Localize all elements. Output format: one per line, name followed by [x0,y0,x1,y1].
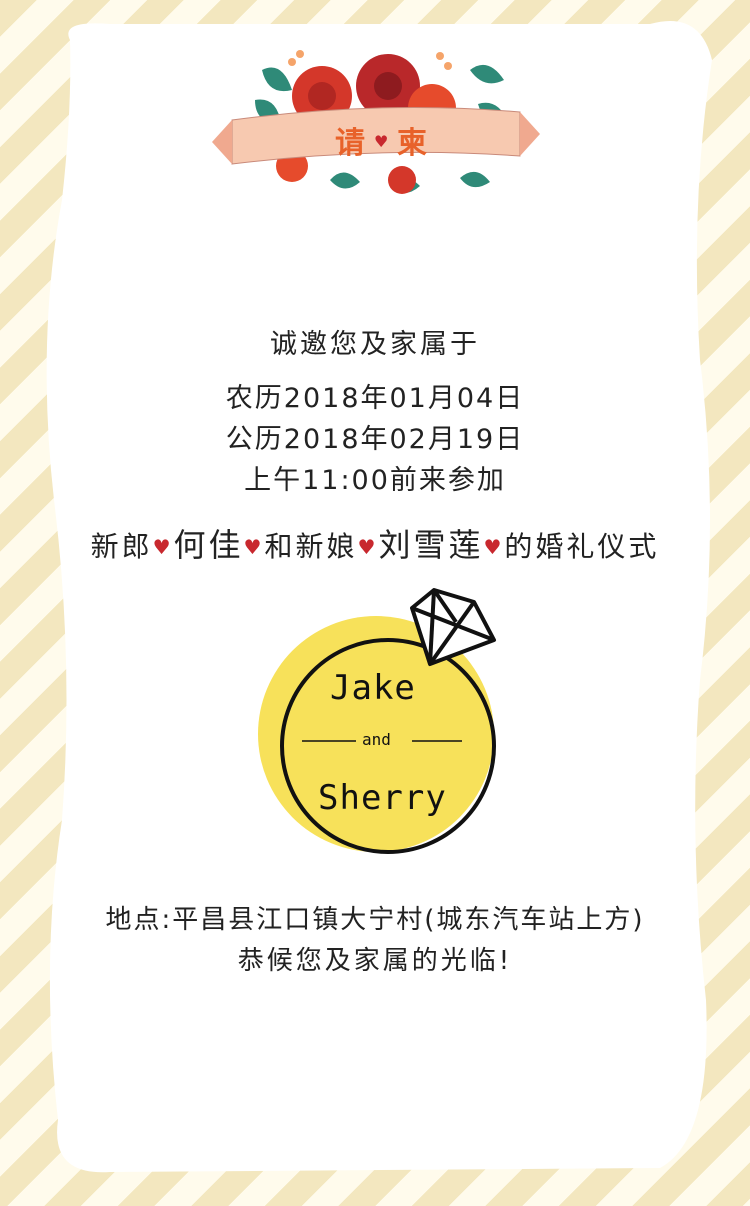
welcome-message: 恭候您及家属的光临! [237,946,513,976]
location-address: 地点:平昌县江口镇大宁村(城东汽车站上方) [105,905,645,935]
ring-and: and [362,730,391,749]
bride-name: 刘雪莲 [378,526,484,564]
ceremony-suffix: 的婚礼仪式 [504,530,660,563]
heart-icon: ♥ [243,535,265,559]
floral-banner [212,50,540,194]
heart-icon: ♥ [483,535,505,559]
couple-names-line: 新郎♥何佳♥和新娘♥刘雪莲♥的婚礼仪式 [0,520,750,566]
heart-icon: ♥ [152,535,174,559]
groom-name: 何佳 [173,526,244,564]
ring-name-bride: Sherry [318,778,447,818]
banner-heart-icon: ♥ [374,132,389,151]
ceremony-time: 上午11:00前来参加 [244,465,506,496]
heart-icon: ♥ [357,535,379,559]
lunar-date: 农历2018年01月04日 [225,383,525,414]
groom-prefix: 新郎 [90,530,153,563]
invite-line: 诚邀您及家属于 [270,329,480,360]
ring-name-groom: Jake [330,668,416,708]
banner-title: 请柬 [335,126,431,161]
connector-text: 和新娘 [264,530,358,563]
solar-date: 公历2018年02月19日 [225,424,525,455]
